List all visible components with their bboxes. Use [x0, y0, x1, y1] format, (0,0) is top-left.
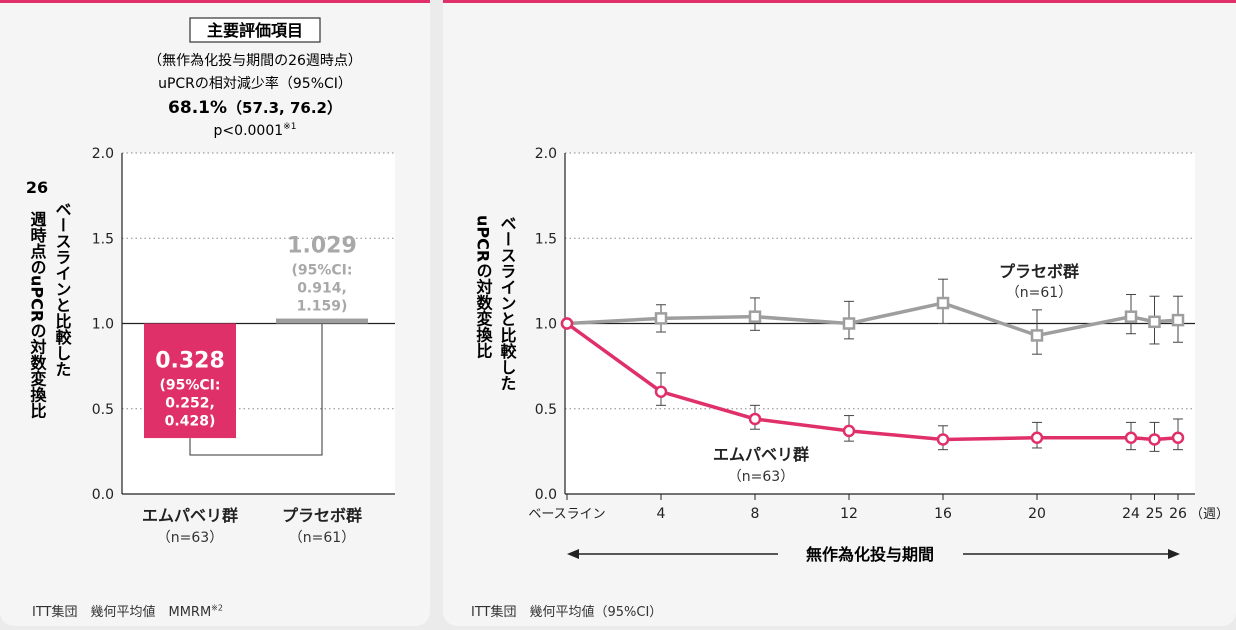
main-ci: （57.3, 76.2） [227, 99, 342, 117]
line-plot-area: 0.0 0.5 1.0 1.5 2.0 ベースライン 4 8 12 16 20 24 25 26 （週） プラ… [528, 146, 1229, 522]
period-arrowhead-right [1168, 549, 1180, 559]
left-footnote: ITT集団 幾何平均値 MMRM※2 [32, 601, 223, 620]
series-marker-1 [936, 433, 950, 446]
series-marker-1 [748, 412, 762, 426]
series-marker-0 [842, 317, 856, 330]
bar-chart: 主要評価項目 （無作為化投与期間の26週時点） uPCRの相対減少率（95%CI… [26, 17, 395, 546]
metric-label: uPCRの相対減少率（95%CI） [158, 75, 352, 92]
bar-1 [276, 318, 368, 324]
bar-ytick-label: 2.0 [92, 146, 114, 162]
right-panel: uPCRの対数変換比 ベースラインと比較した 0.0 0.5 1.0 1.5 2.0 ベー… [443, 0, 1236, 626]
line-ytick-label: 0.0 [535, 487, 557, 503]
bar-ci-label-0: 0.428) [165, 414, 216, 430]
line-chart: uPCRの対数変換比 ベースラインと比較した 0.0 0.5 1.0 1.5 2.0 ベー… [474, 146, 1230, 564]
series-marker-1 [1171, 431, 1185, 444]
series-marker-baseline [560, 317, 574, 330]
series-marker-0 [1148, 315, 1161, 329]
badge-box [189, 17, 321, 43]
series-label-iptacopan-n: （n=63） [728, 469, 794, 485]
series-marker-0 [748, 310, 762, 323]
line-xtick-label: 16 [934, 506, 952, 522]
left-panel: 主要評価項目 （無作為化投与期間の26週時点） uPCRの相対減少率（95%CI… [0, 0, 430, 626]
series-marker-0 [654, 312, 668, 325]
bar-0 [144, 323, 236, 439]
line-xtick-label: 25 [1146, 506, 1164, 522]
line-ytick-label: 1.5 [535, 231, 557, 247]
bar-category-n: （n=61） [289, 530, 355, 546]
line-x-unit: （週） [1190, 507, 1229, 522]
bar-ci-label-0: 0.252, [165, 396, 215, 412]
line-ytick-label: 2.0 [535, 146, 557, 162]
bar-plot-area: 0.0 0.5 1.0 1.5 2.0 0.328 (95%CI: 0.252, 0.428) 1… [92, 146, 395, 546]
line-xtick-label: 24 [1122, 506, 1140, 522]
bar-ci-label-0: (95%CI: [160, 378, 221, 394]
main-result: 68.1%（57.3, 76.2） [168, 98, 342, 118]
bar-ci-label-1: 0.914, [297, 281, 347, 297]
line-xtick-label: 12 [840, 506, 858, 522]
bar-ytick-label: 0.5 [92, 402, 114, 418]
line-xtick-label: 8 [751, 506, 760, 522]
series-marker-1 [1148, 433, 1161, 446]
bar-value-label-0: 0.328 [155, 349, 225, 374]
line-xtick-label: 26 [1169, 506, 1187, 522]
badge-text: 主要評価項目 [207, 21, 303, 40]
bar-ylabel-2: 週時点のuPCRの対数変換比 [28, 211, 48, 419]
p-note: ※1 [283, 122, 296, 132]
series-marker-1 [1030, 431, 1044, 444]
series-marker-0 [1171, 313, 1185, 327]
series-marker-1 [842, 424, 856, 438]
line-ylabel-2: ベースラインと比較した [498, 215, 517, 391]
bar-category-label: プラセボ群 [282, 506, 362, 525]
main-value: 68.1% [168, 98, 227, 118]
line-ytick-label: 1.0 [535, 317, 557, 333]
series-marker-1 [1124, 431, 1138, 444]
series-label-placebo-n: （n=61） [1006, 285, 1072, 301]
line-xtick-label: ベースライン [528, 507, 605, 522]
comparison-bracket [189, 323, 323, 456]
left-footnote-text: ITT集団 幾何平均値 MMRM [32, 605, 212, 620]
bar-ci-label-1: (95%CI: [292, 263, 353, 279]
right-footnote: ITT集団 幾何平均値（95%CI） [471, 605, 663, 620]
subtitle: （無作為化投与期間の26週時点） [148, 53, 362, 69]
series-marker-0 [1030, 329, 1044, 342]
bar-category-label: エムパベリ群 [142, 506, 238, 525]
bar-value-label-1: 1.029 [287, 234, 357, 259]
left-footnote-mark: ※2 [211, 603, 223, 613]
bar-ylabel-3: ベースラインと比較した [53, 201, 72, 377]
bar-ytick-label: 1.0 [92, 317, 114, 333]
line-xtick-label: 4 [657, 506, 666, 522]
series-marker-1 [654, 385, 668, 398]
bar-ci-label-1: 1.159) [297, 299, 348, 315]
line-ytick-label: 0.5 [535, 402, 557, 418]
series-label-placebo: プラセボ群 [999, 262, 1079, 281]
series-label-iptacopan: エムパベリ群 [713, 445, 809, 464]
bar-ylabel-1: 26 [26, 178, 48, 197]
series-marker-0 [1124, 310, 1138, 323]
period-label: 無作為化投与期間 [806, 545, 934, 564]
bar-category-n: （n=63） [157, 530, 223, 546]
bar-ytick-label: 1.5 [92, 231, 114, 247]
period-arrowhead-left [567, 549, 579, 559]
p-value-text: p<0.0001 [214, 123, 284, 139]
series-marker-0 [936, 296, 950, 310]
bar-ytick-label: 0.0 [92, 487, 114, 503]
p-value: p<0.0001※1 [214, 122, 297, 139]
line-xtick-label: 20 [1028, 506, 1046, 522]
line-ylabel-1: uPCRの対数変換比 [474, 215, 494, 359]
